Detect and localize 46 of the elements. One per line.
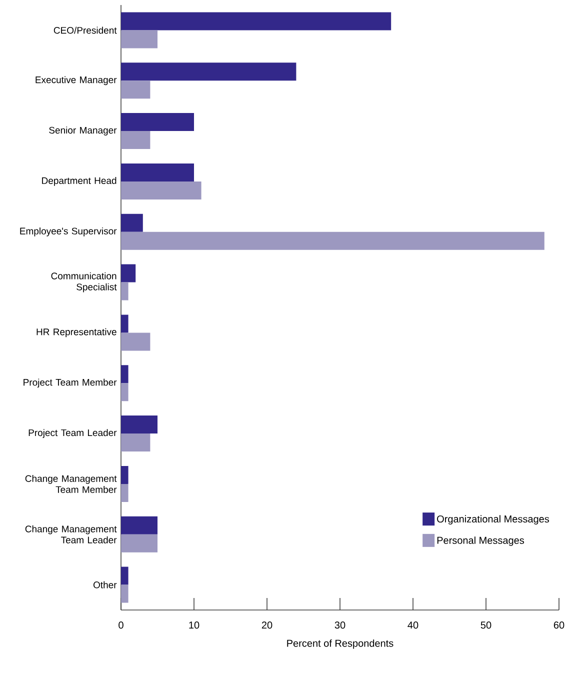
bar (120, 131, 150, 150)
bar (120, 584, 128, 603)
bar (120, 30, 158, 48)
bar (120, 80, 150, 99)
x-tick-label: 40 (408, 622, 418, 629)
x-axis-title: Percent of Respondents (287, 639, 394, 649)
bar (120, 484, 128, 502)
bar (120, 113, 194, 132)
bar (120, 62, 296, 81)
x-tick-label: 10 (189, 622, 200, 629)
bar (120, 264, 136, 282)
bar (120, 181, 202, 200)
bar (120, 383, 128, 402)
x-tick-label: 20 (262, 622, 272, 629)
y-tick-label: Other (93, 581, 117, 588)
bar (120, 534, 158, 552)
y-tick-label: Change Management Team Member (25, 474, 117, 493)
y-tick-label: Project Team Member (24, 378, 117, 388)
bar (120, 163, 194, 182)
x-tick-label: 0 (118, 622, 124, 629)
bar (120, 466, 128, 484)
bar (120, 365, 128, 384)
legend-label: Personal Messages (437, 536, 524, 546)
y-tick-label: Executive Manager (36, 76, 117, 86)
bar (120, 416, 158, 434)
legend-label: Organizational Messages (437, 515, 550, 524)
x-tick-label: 60 (554, 622, 564, 629)
y-tick-label: Department Head (42, 177, 116, 186)
x-tick-label: 50 (480, 622, 492, 629)
bar (120, 434, 150, 452)
bar (120, 566, 128, 585)
y-tick-label: Change Management Team Leader (25, 525, 117, 544)
bar (120, 214, 143, 232)
bar (120, 314, 128, 333)
y-tick-label: CEO/President (54, 26, 117, 34)
x-tick-label: 30 (334, 622, 346, 629)
y-tick-label: Project Team Leader (28, 429, 117, 438)
bar (120, 12, 392, 30)
y-tick-label: Senior Manager (49, 126, 117, 136)
y-tick-label: HR Representative (36, 328, 116, 338)
bar (120, 516, 158, 534)
y-tick-label: Communication Specialist (51, 272, 117, 292)
bar (120, 232, 544, 250)
bar (120, 332, 150, 351)
y-tick-label: Employee's Supervisor (20, 227, 117, 236)
bar (120, 282, 128, 300)
